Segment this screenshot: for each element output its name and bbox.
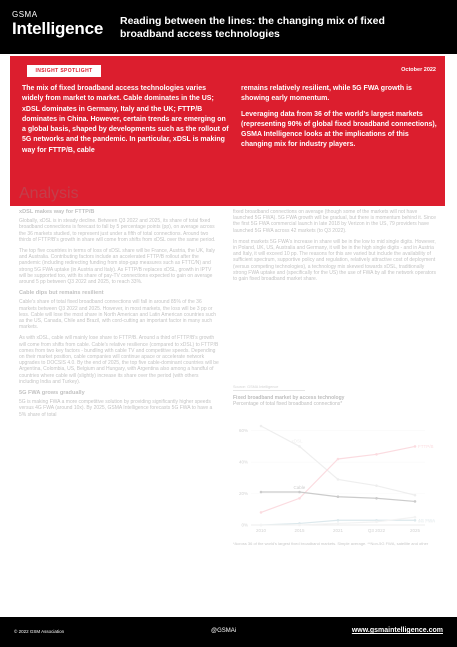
series-label: xDSL xyxy=(292,438,304,443)
series-label: 5G FWA xyxy=(418,519,435,524)
data-point xyxy=(375,452,378,456)
section-heading-cable: Cable dips but remains resilient xyxy=(19,290,104,297)
logo-top-text: GSMA xyxy=(12,10,38,19)
intro-paragraph-2a: remains relatively resilient, while 5G F… xyxy=(241,85,412,103)
intro-column-2: remains relatively resilient, while 5G F… xyxy=(241,84,438,156)
y-tick-label: 20% xyxy=(239,491,248,496)
series-line xyxy=(260,445,416,513)
paragraph: Cable's share of total fixed broadband c… xyxy=(19,299,217,331)
access-technology-chart: Source: GSMA Intelligence Fixed broadban… xyxy=(233,385,438,580)
section-heading-5g-fwa: 5G FWA grows gradually xyxy=(19,390,85,397)
y-tick-label: 40% xyxy=(239,460,248,465)
series-label: 4G FWA xyxy=(418,518,435,523)
twitter-handle: @GSMAi xyxy=(211,628,237,634)
insight-spotlight-badge: INSIGHT SPOTLIGHT xyxy=(27,65,101,77)
data-point xyxy=(413,515,417,519)
intro-paragraph-2b: Leveraging data from 36 of the world's l… xyxy=(241,110,437,149)
header-bar: GSMA Intelligence Reading between the li… xyxy=(0,0,457,54)
series-line xyxy=(260,425,416,496)
data-point xyxy=(298,496,301,500)
series-label: Cable xyxy=(294,485,306,490)
data-point xyxy=(298,490,301,494)
data-point xyxy=(375,520,378,524)
data-point xyxy=(375,484,378,488)
data-point xyxy=(375,518,378,522)
intro-column-1: The mix of fixed broadband access techno… xyxy=(22,85,229,154)
data-point xyxy=(298,445,301,448)
intro-banner: INSIGHT SPOTLIGHT October 2022 The mix o… xyxy=(10,56,445,206)
data-point xyxy=(259,511,263,514)
y-tick-label: 60% xyxy=(239,428,248,433)
data-point xyxy=(413,500,417,503)
x-tick-label: 2025 xyxy=(410,528,421,533)
section-heading-xdsl: xDSL makes way for FTTP/B xyxy=(19,209,95,215)
paragraph: fixed broadband connections on average (… xyxy=(233,209,437,234)
logo-main-text: Intelligence xyxy=(12,19,104,38)
data-point xyxy=(259,523,263,527)
line-chart-svg: 0% 20% 40% 60% 2010 2015 2021 Q3 2022 2025 xDSL FT… xyxy=(239,424,435,533)
data-point xyxy=(413,493,417,497)
data-point xyxy=(336,495,340,499)
x-tick-label: 2021 xyxy=(333,528,344,533)
paragraph: In most markets 5G FWA's increase in sha… xyxy=(233,238,437,283)
x-tick-label: 2015 xyxy=(294,528,305,533)
analysis-right-column: fixed broadband connections on average (… xyxy=(233,209,438,287)
x-tick-label: Q3 2022 xyxy=(368,528,386,533)
series-line xyxy=(261,491,416,503)
data-point xyxy=(298,522,301,525)
gsma-intelligence-logo: GSMA Intelligence xyxy=(12,10,103,38)
data-point xyxy=(259,490,263,494)
chart-footnote: *Across 36 of the world's largest fixed … xyxy=(233,541,429,546)
chart-title: Fixed broadband market by access technol… xyxy=(233,395,345,401)
data-point xyxy=(298,523,301,527)
report-title: Reading between the lines: the changing … xyxy=(120,15,385,40)
data-point xyxy=(375,496,378,500)
analysis-heading: Analysis xyxy=(19,185,79,202)
data-point xyxy=(336,518,340,522)
analysis-left-column: xDSL makes way for FTTP/B Globally, xDSL… xyxy=(19,209,219,423)
paragraph: 5G is making FWA a more competitive solu… xyxy=(19,399,213,418)
series-label: FTTP/B xyxy=(418,444,434,449)
chart-subtitle: Percentage of total fixed broadband conn… xyxy=(233,401,343,407)
data-point xyxy=(259,424,263,428)
paragraph: Globally, xDSL is in steady decline. Bet… xyxy=(19,218,216,243)
footer-bar: © 2022 GSM Association @GSMAi www.gsmain… xyxy=(0,617,457,647)
series-line xyxy=(261,516,416,526)
data-point xyxy=(413,518,417,522)
series-line xyxy=(260,519,415,526)
x-tick-label: 2010 xyxy=(256,528,267,533)
y-tick-label: 0% xyxy=(241,523,248,528)
paragraph: The top five countries in terms of loss … xyxy=(19,248,216,286)
report-date: October 2022 xyxy=(401,67,436,73)
data-point xyxy=(336,478,340,481)
website-link[interactable]: www.gsmaintelligence.com xyxy=(351,627,443,634)
paragraph: As with xDSL, cable will mainly lose sha… xyxy=(19,335,219,385)
data-point xyxy=(259,523,263,527)
chart-source: Source: GSMA Intelligence xyxy=(233,385,305,391)
data-point xyxy=(336,522,340,525)
data-point xyxy=(413,445,417,448)
copyright-text: © 2022 GSM Association xyxy=(14,629,65,634)
data-point xyxy=(336,457,340,461)
